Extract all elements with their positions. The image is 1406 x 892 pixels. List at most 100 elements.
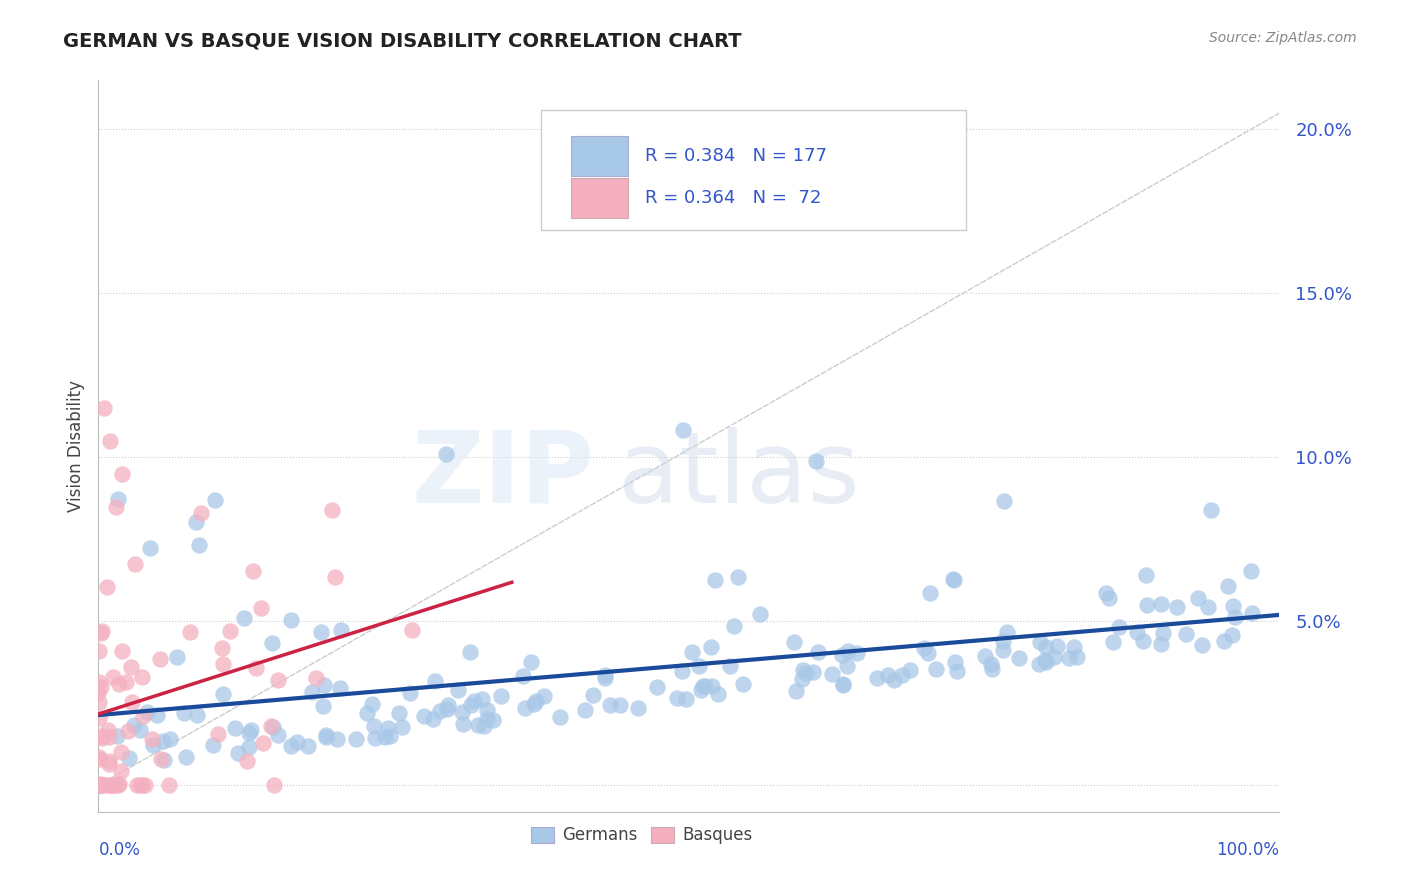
Point: [91, 779, 114, 793]
Point: [118, 751, 141, 765]
Point: [1222, 599, 1244, 613]
Point: [1222, 628, 1244, 642]
Point: [1101, 634, 1123, 648]
Point: [131, 779, 153, 793]
Point: [309, 625, 332, 640]
Point: [1198, 599, 1220, 614]
Point: [671, 664, 693, 678]
Point: [104, 779, 127, 793]
Point: [134, 779, 156, 793]
Point: [943, 655, 966, 669]
Point: [1059, 651, 1081, 665]
Point: [364, 731, 387, 745]
Point: [148, 651, 170, 665]
Point: [436, 702, 458, 716]
Point: [87, 711, 110, 725]
Point: [111, 644, 134, 658]
Point: [179, 625, 201, 640]
Point: [190, 506, 212, 520]
Point: [533, 689, 555, 703]
Point: [548, 709, 571, 723]
Point: [524, 693, 547, 707]
Point: [98, 434, 121, 448]
Point: [260, 635, 283, 649]
Text: 0.0%: 0.0%: [98, 841, 141, 859]
Point: [599, 698, 621, 713]
Point: [401, 623, 423, 637]
Point: [174, 749, 197, 764]
Point: [262, 720, 284, 734]
Point: [437, 698, 460, 713]
Point: [429, 704, 451, 718]
Point: [97, 730, 120, 744]
Point: [1035, 656, 1057, 670]
Point: [107, 779, 129, 793]
Point: [837, 644, 859, 658]
Point: [321, 503, 343, 517]
Point: [96, 580, 118, 594]
Point: [89, 779, 111, 793]
Point: [1166, 599, 1188, 614]
Point: [297, 739, 319, 753]
Point: [266, 673, 288, 688]
Point: [124, 557, 146, 571]
Point: [91, 731, 114, 746]
Point: [1216, 579, 1239, 593]
Point: [794, 665, 817, 680]
Point: [330, 623, 353, 637]
Point: [513, 701, 536, 715]
Text: 100.0%: 100.0%: [1216, 841, 1279, 859]
Point: [90, 681, 112, 695]
Point: [250, 600, 273, 615]
Bar: [571, 178, 627, 219]
Point: [188, 538, 211, 552]
Point: [1175, 626, 1198, 640]
Point: [609, 698, 631, 712]
Point: [425, 674, 447, 689]
Point: [1199, 502, 1222, 516]
Point: [458, 645, 481, 659]
Point: [718, 658, 741, 673]
Point: [1029, 635, 1052, 649]
Point: [267, 728, 290, 742]
Point: [912, 640, 935, 655]
Point: [470, 691, 492, 706]
Point: [702, 679, 724, 693]
Point: [422, 712, 444, 726]
Point: [100, 779, 122, 793]
Point: [311, 699, 333, 714]
Point: [120, 660, 142, 674]
Point: [1150, 598, 1173, 612]
Point: [523, 697, 546, 711]
Point: [159, 732, 181, 747]
Point: [380, 729, 402, 743]
Point: [1066, 650, 1088, 665]
Point: [89, 779, 111, 793]
Point: [204, 492, 226, 507]
Point: [918, 586, 941, 600]
Point: [925, 662, 948, 676]
Point: [1028, 657, 1050, 672]
Point: [672, 423, 695, 437]
Point: [128, 723, 150, 738]
Point: [883, 673, 905, 687]
Point: [121, 695, 143, 709]
Point: [97, 723, 120, 737]
Point: [991, 634, 1014, 648]
Point: [727, 570, 749, 584]
Point: [388, 706, 411, 720]
Point: [832, 678, 855, 692]
Point: [475, 703, 498, 717]
Text: GERMAN VS BASQUE VISION DISABILITY CORRELATION CHART: GERMAN VS BASQUE VISION DISABILITY CORRE…: [63, 31, 742, 50]
Text: Source: ZipAtlas.com: Source: ZipAtlas.com: [1209, 31, 1357, 45]
Point: [489, 689, 512, 703]
Point: [574, 703, 596, 717]
Point: [723, 619, 745, 633]
Point: [451, 705, 474, 719]
Point: [846, 646, 869, 660]
Point: [1043, 650, 1066, 665]
Point: [675, 692, 697, 706]
Point: [1136, 598, 1159, 612]
Point: [681, 645, 703, 659]
Point: [1108, 620, 1130, 634]
